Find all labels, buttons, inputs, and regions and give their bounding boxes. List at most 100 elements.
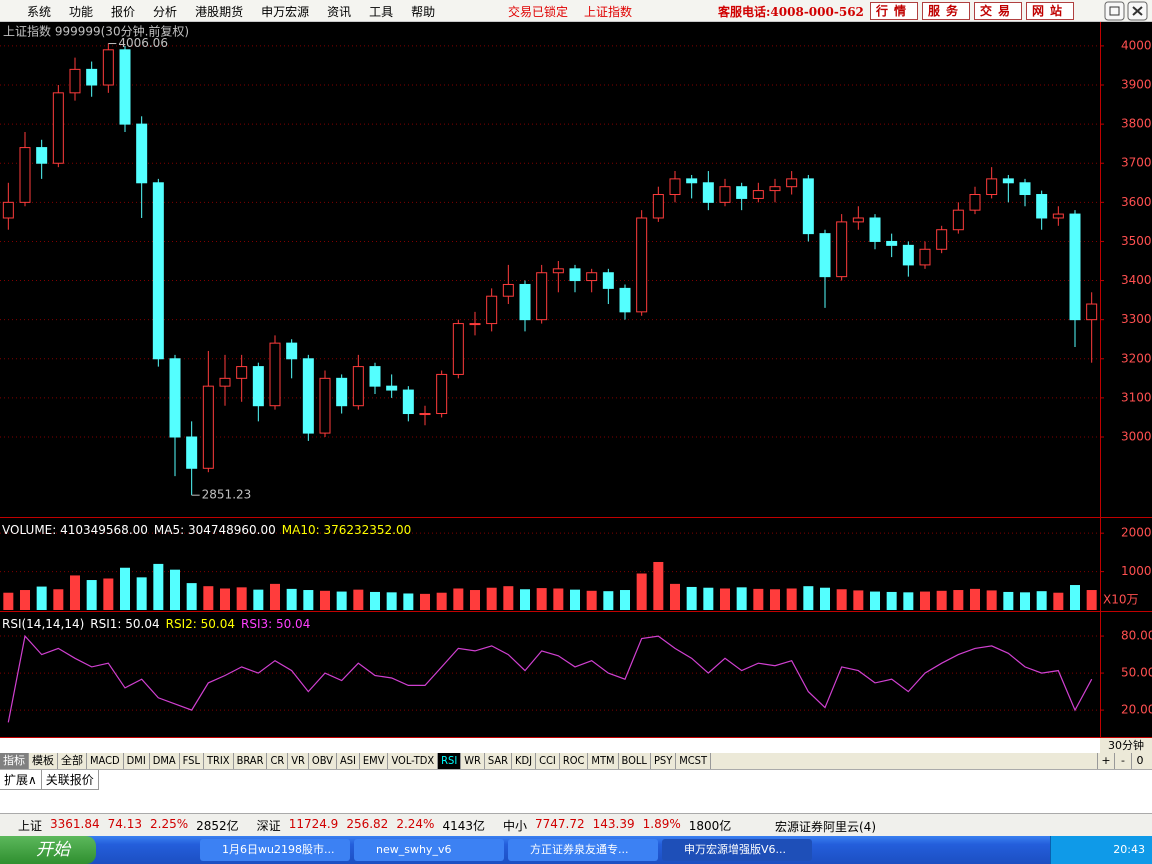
x-tick-label: 14:30 bbox=[858, 738, 893, 739]
volume-bar bbox=[653, 561, 664, 610]
indicator-tab[interactable]: OBV bbox=[309, 753, 337, 769]
menu-item[interactable]: 工具 bbox=[369, 5, 394, 19]
index-name: 上证 bbox=[18, 818, 43, 833]
index-value: 7747.72 bbox=[535, 816, 585, 831]
volume-bar bbox=[886, 591, 897, 610]
taskbar: 开始 1月6日wu2198股市... new_swhy_v6 方正证券泉友通专...… bbox=[0, 836, 1152, 864]
indicator-tab[interactable]: 模板 bbox=[29, 753, 58, 769]
indicator-tab[interactable]: BOLL bbox=[619, 753, 651, 769]
menu-status-text[interactable]: 交易已锁定 bbox=[508, 5, 569, 19]
header-item: MA10: 376232352.00 bbox=[282, 523, 412, 537]
indicator-tab[interactable]: WR bbox=[461, 753, 485, 769]
task-button[interactable]: 方正证券泉友通专... bbox=[508, 839, 658, 861]
index-name: 深证 bbox=[256, 818, 281, 833]
indicator-tab[interactable]: DMI bbox=[124, 753, 150, 769]
indicator-tab[interactable]: PSY bbox=[651, 753, 677, 769]
menu-item[interactable]: 报价 bbox=[111, 5, 136, 19]
indicator-tab[interactable]: TRIX bbox=[204, 753, 234, 769]
clock: 20:43 bbox=[1113, 843, 1145, 856]
indicator-tab[interactable]: VR bbox=[288, 753, 309, 769]
volume-bar bbox=[836, 589, 847, 610]
volume-bar bbox=[420, 593, 430, 610]
sub-tab[interactable]: 扩展∧ bbox=[0, 770, 42, 790]
indicator-tab[interactable]: SAR bbox=[485, 753, 513, 769]
menu-status-text[interactable]: 上证指数 bbox=[584, 5, 633, 19]
indicator-tab[interactable]: 指标 bbox=[0, 753, 29, 769]
menu-item[interactable]: 申万宏源 bbox=[261, 5, 310, 19]
volume-bar bbox=[786, 588, 797, 610]
indicator-tab[interactable]: EMV bbox=[360, 753, 389, 769]
menu-buttons: 行情 服务 交易 网站 bbox=[870, 2, 1074, 20]
indicator-tab[interactable]: VOL-TDX bbox=[388, 753, 439, 769]
candle-body bbox=[802, 178, 814, 235]
menu-button[interactable]: 行情 bbox=[870, 2, 918, 20]
task-button[interactable]: 1月6日wu2198股市... bbox=[200, 839, 350, 861]
candle-body bbox=[986, 178, 998, 196]
menu-item[interactable]: 功能 bbox=[69, 5, 94, 19]
x-tick-label: 10:30 bbox=[924, 738, 959, 739]
volume-bar bbox=[603, 591, 614, 610]
volume-bar bbox=[903, 592, 914, 610]
window-controls[interactable] bbox=[1104, 1, 1150, 21]
system-tray: 20:43 bbox=[1050, 836, 1152, 864]
candle-body bbox=[902, 244, 914, 266]
task-button[interactable]: 申万宏源增强版V6... bbox=[662, 839, 812, 861]
tab-list: 指标 模板 全部 MACD DMI DMA FSL TRIX BRAR CR VR OBV ASI EMV… bbox=[0, 753, 712, 769]
candle-body bbox=[2, 201, 14, 219]
menu-item[interactable]: 分析 bbox=[153, 5, 178, 19]
x-tick-label: 11:00 bbox=[591, 738, 626, 739]
y-tick-label: 3200 bbox=[1121, 351, 1152, 365]
candle-body bbox=[952, 209, 964, 231]
header-item: MA5: 304748960.00 bbox=[154, 523, 276, 537]
volume-bar bbox=[36, 586, 47, 610]
index-quote: 中小 7747.72 143.39 1.89% 1800亿 bbox=[503, 817, 731, 834]
menu-item[interactable]: 港股期货 bbox=[195, 5, 244, 19]
volume-bar bbox=[120, 567, 130, 610]
indicator-tab[interactable]: MACD bbox=[87, 753, 124, 769]
indicator-tab[interactable]: KDJ bbox=[512, 753, 537, 769]
panel-header: VOLUME: 410349568.00 MA5: 304748960.00 MA1… bbox=[2, 523, 411, 537]
volume-bar bbox=[920, 591, 930, 610]
candle-body bbox=[819, 233, 831, 278]
header-item: VOLUME: 410349568.00 bbox=[2, 523, 148, 537]
indicator-tab[interactable]: MTM bbox=[588, 753, 619, 769]
index-change: 256.82 bbox=[346, 816, 389, 831]
x-tick-label: 13:00 bbox=[58, 738, 93, 739]
menu-button[interactable]: 交易 bbox=[974, 2, 1022, 20]
zoom-button[interactable]: - bbox=[1114, 753, 1131, 769]
indicator-tab[interactable]: CR bbox=[267, 753, 289, 769]
candle-body bbox=[936, 229, 948, 250]
y-tick-label: 3700 bbox=[1121, 156, 1152, 170]
index-value: 11724.9 bbox=[288, 816, 339, 831]
start-button[interactable]: 开始 bbox=[0, 836, 96, 864]
indicator-tab[interactable]: RSI bbox=[438, 753, 462, 769]
indicator-tab[interactable]: DMA bbox=[150, 753, 180, 769]
candle-body bbox=[52, 92, 64, 164]
indicator-tab[interactable]: 全部 bbox=[58, 753, 87, 769]
menu-button[interactable]: 网站 bbox=[1026, 2, 1074, 20]
indicator-tab[interactable]: CCI bbox=[536, 753, 560, 769]
x-tick-label: 10:30 bbox=[391, 738, 426, 739]
volume-bar bbox=[1053, 592, 1064, 610]
volume-bar bbox=[470, 590, 480, 610]
task-button[interactable]: new_swhy_v6 bbox=[354, 839, 504, 861]
zoom-button[interactable]: + bbox=[1097, 753, 1114, 769]
menu-button[interactable]: 服务 bbox=[922, 2, 970, 20]
restore-button[interactable] bbox=[1104, 1, 1125, 21]
menu-item[interactable]: 帮助 bbox=[411, 5, 436, 19]
indicator-tab[interactable]: FSL bbox=[180, 753, 204, 769]
candle-body bbox=[236, 366, 248, 379]
y-tick-label: 50.00 bbox=[1121, 666, 1152, 680]
volume-bar bbox=[203, 586, 214, 610]
sub-tab[interactable]: 关联报价 bbox=[41, 770, 99, 790]
indicator-tab[interactable]: MCST bbox=[676, 753, 712, 769]
candle-body bbox=[386, 385, 398, 391]
menu-item[interactable]: 资讯 bbox=[327, 5, 352, 19]
zoom-button[interactable]: 0 bbox=[1131, 753, 1148, 769]
volume-bar bbox=[820, 587, 830, 610]
indicator-tab[interactable]: BRAR bbox=[234, 753, 268, 769]
volume-bar bbox=[270, 583, 280, 610]
menu-item[interactable]: 系统 bbox=[27, 5, 52, 19]
indicator-tab[interactable]: ASI bbox=[337, 753, 360, 769]
indicator-tab[interactable]: ROC bbox=[560, 753, 589, 769]
